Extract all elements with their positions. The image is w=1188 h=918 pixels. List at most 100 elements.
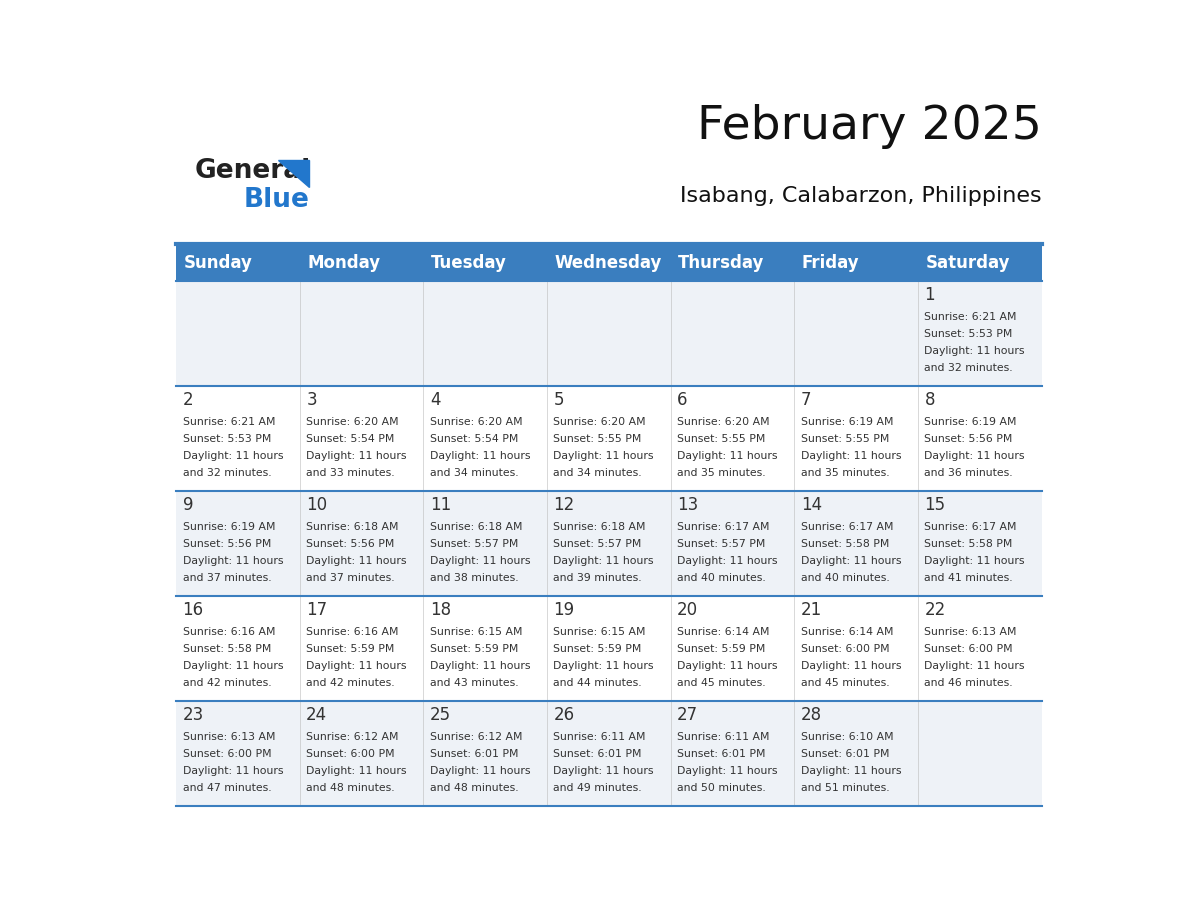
Text: and 37 minutes.: and 37 minutes. xyxy=(307,573,394,583)
FancyBboxPatch shape xyxy=(176,491,299,597)
Text: Daylight: 11 hours: Daylight: 11 hours xyxy=(677,555,778,565)
FancyBboxPatch shape xyxy=(918,386,1042,491)
Text: Friday: Friday xyxy=(802,254,859,272)
Text: Sunset: 6:00 PM: Sunset: 6:00 PM xyxy=(924,644,1013,654)
Text: and 43 minutes.: and 43 minutes. xyxy=(430,677,518,688)
Text: Wednesday: Wednesday xyxy=(555,254,662,272)
Text: Sunrise: 6:20 AM: Sunrise: 6:20 AM xyxy=(554,417,646,427)
Text: 4: 4 xyxy=(430,391,441,409)
Text: General: General xyxy=(195,159,311,185)
FancyBboxPatch shape xyxy=(918,281,1042,386)
Text: and 40 minutes.: and 40 minutes. xyxy=(677,573,766,583)
Text: Daylight: 11 hours: Daylight: 11 hours xyxy=(924,345,1025,355)
Text: Sunrise: 6:11 AM: Sunrise: 6:11 AM xyxy=(554,732,646,742)
Text: and 47 minutes.: and 47 minutes. xyxy=(183,783,271,792)
Text: 3: 3 xyxy=(307,391,317,409)
FancyBboxPatch shape xyxy=(795,701,918,806)
Text: 27: 27 xyxy=(677,706,699,724)
Text: and 48 minutes.: and 48 minutes. xyxy=(430,783,518,792)
Text: Sunrise: 6:19 AM: Sunrise: 6:19 AM xyxy=(924,417,1017,427)
Text: Daylight: 11 hours: Daylight: 11 hours xyxy=(801,766,902,776)
FancyBboxPatch shape xyxy=(671,701,795,806)
FancyBboxPatch shape xyxy=(795,281,918,386)
Text: Sunrise: 6:11 AM: Sunrise: 6:11 AM xyxy=(677,732,770,742)
Text: Sunset: 6:00 PM: Sunset: 6:00 PM xyxy=(307,749,394,759)
FancyBboxPatch shape xyxy=(546,597,671,701)
Text: Daylight: 11 hours: Daylight: 11 hours xyxy=(430,766,530,776)
Text: Daylight: 11 hours: Daylight: 11 hours xyxy=(430,661,530,671)
Text: Daylight: 11 hours: Daylight: 11 hours xyxy=(801,661,902,671)
Text: Sunset: 5:54 PM: Sunset: 5:54 PM xyxy=(307,433,394,443)
FancyBboxPatch shape xyxy=(176,281,299,386)
Text: Sunrise: 6:14 AM: Sunrise: 6:14 AM xyxy=(801,627,893,637)
Text: Daylight: 11 hours: Daylight: 11 hours xyxy=(183,766,283,776)
Text: Daylight: 11 hours: Daylight: 11 hours xyxy=(677,766,778,776)
Text: and 36 minutes.: and 36 minutes. xyxy=(924,467,1013,477)
Text: Daylight: 11 hours: Daylight: 11 hours xyxy=(677,451,778,461)
Text: Daylight: 11 hours: Daylight: 11 hours xyxy=(554,766,653,776)
FancyBboxPatch shape xyxy=(299,386,423,491)
FancyBboxPatch shape xyxy=(918,597,1042,701)
Text: and 44 minutes.: and 44 minutes. xyxy=(554,677,642,688)
FancyBboxPatch shape xyxy=(671,281,795,386)
Text: and 48 minutes.: and 48 minutes. xyxy=(307,783,394,792)
Text: and 35 minutes.: and 35 minutes. xyxy=(801,467,890,477)
Text: Daylight: 11 hours: Daylight: 11 hours xyxy=(677,661,778,671)
Text: Daylight: 11 hours: Daylight: 11 hours xyxy=(554,555,653,565)
Text: Sunset: 5:56 PM: Sunset: 5:56 PM xyxy=(924,433,1012,443)
Text: 23: 23 xyxy=(183,706,204,724)
Text: Sunset: 5:58 PM: Sunset: 5:58 PM xyxy=(183,644,271,654)
Text: and 34 minutes.: and 34 minutes. xyxy=(430,467,518,477)
Text: Daylight: 11 hours: Daylight: 11 hours xyxy=(554,451,653,461)
Text: Daylight: 11 hours: Daylight: 11 hours xyxy=(924,451,1025,461)
Text: 1: 1 xyxy=(924,286,935,304)
FancyBboxPatch shape xyxy=(299,701,423,806)
FancyBboxPatch shape xyxy=(176,386,299,491)
Text: Daylight: 11 hours: Daylight: 11 hours xyxy=(801,451,902,461)
FancyBboxPatch shape xyxy=(795,386,918,491)
Text: 21: 21 xyxy=(801,601,822,620)
Text: and 49 minutes.: and 49 minutes. xyxy=(554,783,642,792)
Text: Sunset: 5:53 PM: Sunset: 5:53 PM xyxy=(183,433,271,443)
Text: and 39 minutes.: and 39 minutes. xyxy=(554,573,642,583)
FancyBboxPatch shape xyxy=(299,281,423,386)
Text: and 38 minutes.: and 38 minutes. xyxy=(430,573,518,583)
Text: Sunset: 6:00 PM: Sunset: 6:00 PM xyxy=(801,644,890,654)
Text: Sunset: 5:59 PM: Sunset: 5:59 PM xyxy=(430,644,518,654)
Text: Sunset: 5:59 PM: Sunset: 5:59 PM xyxy=(307,644,394,654)
Text: Blue: Blue xyxy=(244,187,309,213)
Text: 10: 10 xyxy=(307,497,328,514)
FancyBboxPatch shape xyxy=(918,491,1042,597)
Text: Sunset: 5:55 PM: Sunset: 5:55 PM xyxy=(677,433,765,443)
Text: 28: 28 xyxy=(801,706,822,724)
Text: 2: 2 xyxy=(183,391,194,409)
Text: 20: 20 xyxy=(677,601,699,620)
Text: Daylight: 11 hours: Daylight: 11 hours xyxy=(924,661,1025,671)
Text: Sunset: 5:54 PM: Sunset: 5:54 PM xyxy=(430,433,518,443)
Polygon shape xyxy=(278,161,309,187)
Text: and 40 minutes.: and 40 minutes. xyxy=(801,573,890,583)
Text: Sunset: 6:01 PM: Sunset: 6:01 PM xyxy=(554,749,642,759)
FancyBboxPatch shape xyxy=(423,386,546,491)
Text: Sunset: 5:58 PM: Sunset: 5:58 PM xyxy=(924,539,1012,549)
Text: Daylight: 11 hours: Daylight: 11 hours xyxy=(307,555,406,565)
Text: Sunset: 5:53 PM: Sunset: 5:53 PM xyxy=(924,329,1012,339)
Text: Tuesday: Tuesday xyxy=(431,254,506,272)
Text: 22: 22 xyxy=(924,601,946,620)
Text: Daylight: 11 hours: Daylight: 11 hours xyxy=(430,451,530,461)
Text: Thursday: Thursday xyxy=(678,254,764,272)
Text: Sunrise: 6:13 AM: Sunrise: 6:13 AM xyxy=(924,627,1017,637)
Text: Sunrise: 6:20 AM: Sunrise: 6:20 AM xyxy=(307,417,399,427)
Text: and 42 minutes.: and 42 minutes. xyxy=(183,677,271,688)
Text: Sunset: 5:55 PM: Sunset: 5:55 PM xyxy=(801,433,889,443)
Text: Sunset: 5:57 PM: Sunset: 5:57 PM xyxy=(554,539,642,549)
FancyBboxPatch shape xyxy=(671,597,795,701)
Text: Daylight: 11 hours: Daylight: 11 hours xyxy=(183,555,283,565)
Text: and 42 minutes.: and 42 minutes. xyxy=(307,677,394,688)
FancyBboxPatch shape xyxy=(176,701,299,806)
Text: Sunrise: 6:18 AM: Sunrise: 6:18 AM xyxy=(554,521,646,532)
Text: Sunrise: 6:17 AM: Sunrise: 6:17 AM xyxy=(924,521,1017,532)
Text: Sunset: 5:57 PM: Sunset: 5:57 PM xyxy=(677,539,765,549)
Text: Sunrise: 6:21 AM: Sunrise: 6:21 AM xyxy=(924,311,1017,321)
FancyBboxPatch shape xyxy=(423,491,546,597)
